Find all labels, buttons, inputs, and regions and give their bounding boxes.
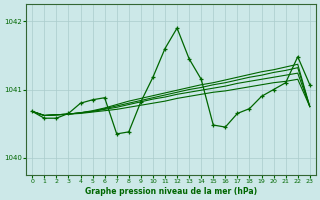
X-axis label: Graphe pression niveau de la mer (hPa): Graphe pression niveau de la mer (hPa): [85, 187, 257, 196]
